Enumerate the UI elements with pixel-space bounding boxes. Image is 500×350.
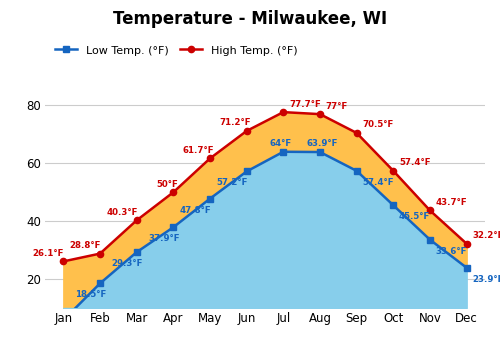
Low Temp. (°F) xyxy=(390,203,396,208)
High Temp. (°F) xyxy=(390,169,396,173)
Text: 32.2°F: 32.2°F xyxy=(472,231,500,240)
Low Temp. (°F) xyxy=(427,238,433,242)
High Temp. (°F) xyxy=(427,208,433,212)
Low Temp. (°F) xyxy=(207,197,213,201)
Low Temp. (°F) xyxy=(244,169,250,174)
Low Temp. (°F) xyxy=(317,150,323,154)
Text: 71.2°F: 71.2°F xyxy=(219,118,250,127)
Low Temp. (°F) xyxy=(170,225,176,229)
Text: 50°F: 50°F xyxy=(156,180,178,189)
High Temp. (°F) xyxy=(280,110,286,114)
Text: 26.1°F: 26.1°F xyxy=(33,249,64,258)
High Temp. (°F) xyxy=(97,252,103,256)
High Temp. (°F) xyxy=(170,190,176,194)
Legend: Low Temp. (°F), High Temp. (°F): Low Temp. (°F), High Temp. (°F) xyxy=(50,41,302,60)
Text: 63.9°F: 63.9°F xyxy=(306,140,338,148)
Text: 18.5°F: 18.5°F xyxy=(75,290,106,299)
Text: 40.3°F: 40.3°F xyxy=(106,208,138,217)
Text: 33.6°F: 33.6°F xyxy=(436,247,467,256)
Text: 64°F: 64°F xyxy=(270,139,291,148)
Line: Low Temp. (°F): Low Temp. (°F) xyxy=(60,149,470,323)
Text: 47.8°F: 47.8°F xyxy=(180,205,211,215)
Text: 61.7°F: 61.7°F xyxy=(182,146,214,155)
Line: High Temp. (°F): High Temp. (°F) xyxy=(60,109,470,265)
High Temp. (°F) xyxy=(60,259,66,264)
Text: 37.9°F: 37.9°F xyxy=(148,234,180,243)
Low Temp. (°F) xyxy=(97,281,103,286)
Text: Temperature - Milwaukee, WI: Temperature - Milwaukee, WI xyxy=(113,10,387,28)
Text: 29.3°F: 29.3°F xyxy=(112,259,143,268)
Low Temp. (°F) xyxy=(280,150,286,154)
Text: 57.4°F: 57.4°F xyxy=(362,178,394,187)
High Temp. (°F) xyxy=(134,218,140,223)
Low Temp. (°F) xyxy=(134,250,140,254)
Text: 45.5°F: 45.5°F xyxy=(399,212,430,221)
Low Temp. (°F) xyxy=(60,318,66,322)
Text: 77°F: 77°F xyxy=(326,102,348,111)
Text: 5.8°F: 5.8°F xyxy=(0,349,1,350)
Text: 57.4°F: 57.4°F xyxy=(399,158,430,167)
Text: 77.7°F: 77.7°F xyxy=(289,99,320,108)
Text: 57.2°F: 57.2°F xyxy=(216,178,248,187)
Low Temp. (°F) xyxy=(464,266,469,270)
Low Temp. (°F) xyxy=(354,169,360,173)
Text: 70.5°F: 70.5°F xyxy=(362,120,394,130)
High Temp. (°F) xyxy=(354,131,360,135)
High Temp. (°F) xyxy=(207,156,213,161)
Text: 43.7°F: 43.7°F xyxy=(436,198,467,207)
Text: 23.9°F: 23.9°F xyxy=(472,275,500,284)
High Temp. (°F) xyxy=(244,129,250,133)
High Temp. (°F) xyxy=(464,241,469,246)
Text: 28.8°F: 28.8°F xyxy=(70,241,101,250)
High Temp. (°F) xyxy=(317,112,323,116)
